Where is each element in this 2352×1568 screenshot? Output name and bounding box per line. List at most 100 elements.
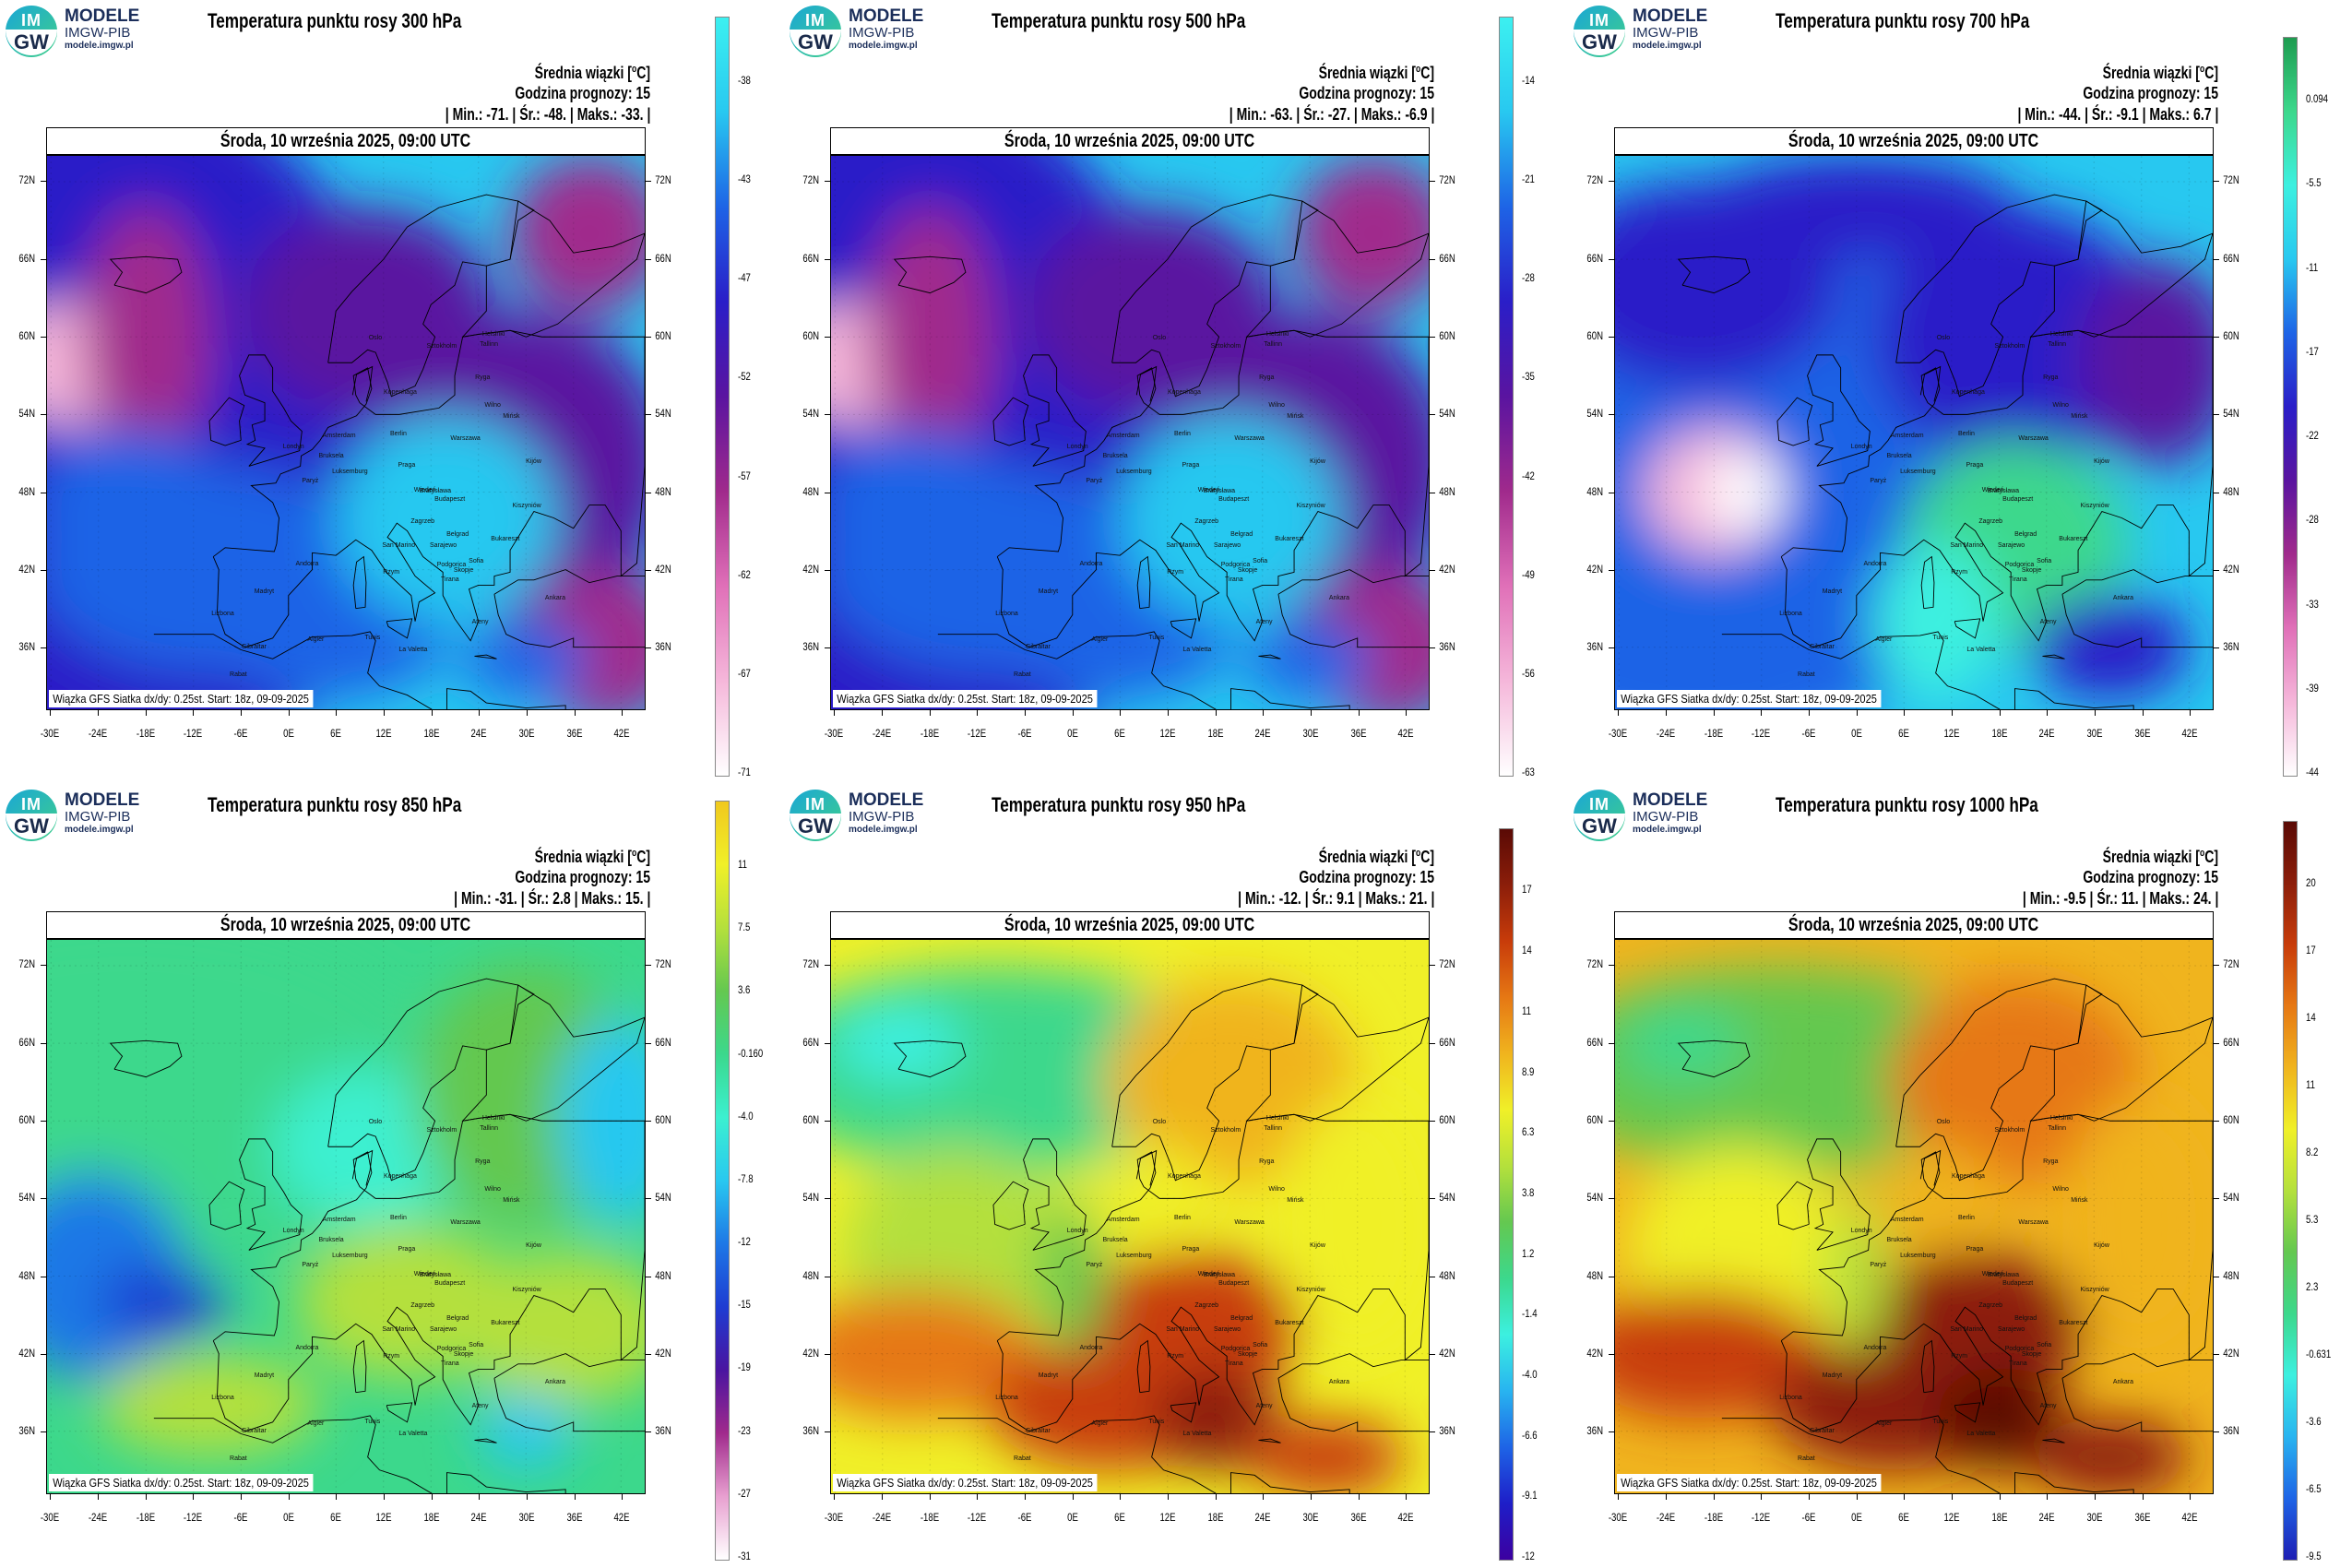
city-label: Amsterdam: [322, 432, 356, 439]
mean-label-unit: C]: [1420, 64, 1434, 82]
logo-line2: IMGW-PIB: [65, 25, 131, 41]
lon-label: -12E: [1752, 1511, 1771, 1524]
city-label: Sarajewo: [429, 542, 457, 550]
stat-avg-label: | Śr.:: [2089, 889, 2118, 908]
lat-label-left: 48N: [802, 1268, 819, 1282]
lat-tick: [825, 647, 830, 649]
city-label: Tirana: [1225, 576, 1243, 583]
lon-tick: [1951, 1494, 1953, 1500]
city-label: Warszawa: [1234, 1218, 1265, 1226]
lon-label: -18E: [920, 727, 939, 740]
lat-label-left: 54N: [1586, 407, 1603, 421]
colorbar-tick-label: -19: [738, 1360, 751, 1374]
logo-line2: IMGW-PIB: [65, 809, 131, 825]
city-label: Mińsk: [503, 1196, 520, 1204]
lat-label-left: 60N: [1586, 328, 1603, 342]
city-label: Sztokholm: [1994, 1126, 2025, 1134]
coastline: [239, 1138, 303, 1251]
chart-panel: IM GW MODELE IMGW-PIB modele.imgw.pl Temperat…: [784, 0, 1568, 784]
city-label: Budapeszt: [434, 1279, 466, 1287]
coastline: [1954, 618, 1981, 639]
stat-end: |: [2215, 105, 2218, 124]
city-label: Lizbona: [1779, 610, 1802, 617]
city-label: Wilno: [484, 402, 501, 410]
city-label: Kiszyniów: [512, 1286, 541, 1293]
colorbar-tick-label: -67: [738, 666, 751, 680]
colorbar-tick-label: 14: [1522, 944, 1532, 957]
stats-line: | Min.: -31. | Śr.: 2.8 | Maks.: 15. |: [454, 889, 650, 909]
logo-line2: IMGW-PIB: [1633, 809, 1699, 825]
logo-text: MODELE IMGW-PIB modele.imgw.pl: [65, 791, 139, 836]
colorbar-tick-label: -49: [1522, 567, 1535, 581]
city-label: Kiszyniów: [512, 502, 541, 509]
mean-label-text: Średnia wiązki [: [2102, 64, 2200, 82]
colorbar-tick-label: -5.5: [2306, 176, 2322, 190]
lat-label-left: 48N: [18, 1268, 35, 1282]
logo-line1: MODELE: [849, 790, 924, 810]
lat-tick: [825, 1042, 830, 1044]
colorbar-tick-label: -71: [738, 766, 751, 778]
city-label: Bruksela: [1886, 1237, 1912, 1244]
lat-tick: [646, 1120, 651, 1122]
chart-title: Temperatura punktu rosy 300 hPa: [208, 9, 462, 32]
lon-label: 12E: [1159, 1511, 1176, 1524]
lon-label: 12E: [1943, 1511, 1960, 1524]
city-label: Amsterdam: [1106, 1216, 1140, 1223]
colorbar: [2283, 821, 2298, 1561]
coastline: [937, 631, 1350, 709]
lat-label-right: 36N: [2223, 1424, 2239, 1438]
colorbar-tick-label: -12: [738, 1235, 751, 1249]
lon-tick: [1215, 710, 1217, 716]
city-label: Andorra: [295, 1345, 319, 1352]
colorbar-tick-label: -14: [1522, 74, 1535, 88]
colorbar: [715, 17, 730, 777]
lat-label-right: 54N: [1439, 1191, 1455, 1205]
city-label: Andorra: [1863, 1345, 1887, 1352]
lon-label: 0E: [1066, 1511, 1078, 1524]
lon-label: -12E: [184, 1511, 203, 1524]
field-svg: [1615, 940, 2213, 1493]
stat-avg: 9.1: [1336, 889, 1355, 908]
field-map: Oslo Sztokholm Helsinki Tallinn Ryga Kopenhag…: [46, 155, 646, 710]
lon-label: 12E: [1159, 727, 1176, 740]
lon-tick: [1713, 710, 1715, 716]
stat-max-label: | Maks.:: [574, 889, 622, 908]
city-label: Belgrad: [2014, 1314, 2037, 1322]
city-label: Wilno: [1268, 402, 1285, 410]
city-label: Budapeszt: [2002, 1279, 2034, 1287]
lat-label-right: 60N: [1439, 1112, 1455, 1126]
lon-label: -18E: [920, 1511, 939, 1524]
field-map: Oslo Sztokholm Helsinki Tallinn Ryga Kopenhag…: [1614, 155, 2214, 710]
lon-tick: [1618, 710, 1620, 716]
coastline: [1920, 1339, 1935, 1394]
lat-tick: [646, 414, 651, 416]
lon-tick: [2190, 710, 2192, 716]
model-footer: Wiązka GFS Siatka dx/dy: 0.25st. Start: …: [49, 690, 314, 707]
city-label: San Marino: [1950, 1326, 1984, 1334]
city-label: Ryga: [1259, 1158, 1275, 1165]
city-label: Budapeszt: [2002, 495, 2034, 503]
city-label: Kopenhaga: [384, 1173, 417, 1181]
lon-tick: [193, 1494, 195, 1500]
degree-sup: o: [1415, 848, 1421, 859]
lon-label: -24E: [1656, 1511, 1676, 1524]
lon-tick: [288, 1494, 290, 1500]
city-label: Wiedeń: [1197, 486, 1220, 493]
stat-min-label: | Min.:: [453, 889, 492, 908]
colorbar-tick-label: -4.0: [1522, 1367, 1538, 1381]
lat-label-left: 72N: [1586, 957, 1603, 971]
logo-line1: MODELE: [65, 790, 140, 810]
colorbar-tick-label: -23: [738, 1423, 751, 1437]
lon-tick: [1856, 710, 1858, 716]
lon-label: -12E: [968, 727, 987, 740]
valid-date: Środa, 10 września 2025, 09:00 UTC: [1004, 131, 1255, 151]
lat-label-left: 54N: [18, 1191, 35, 1205]
lat-label-right: 60N: [1439, 328, 1455, 342]
lat-label-right: 48N: [2223, 484, 2239, 498]
lat-tick: [2214, 1354, 2219, 1356]
coastline: [351, 1149, 374, 1186]
stat-max: 6.7: [2192, 105, 2212, 124]
lon-tick: [1072, 710, 1074, 716]
coastline: [212, 329, 645, 648]
logo-mark-bottom: GW: [6, 30, 57, 55]
